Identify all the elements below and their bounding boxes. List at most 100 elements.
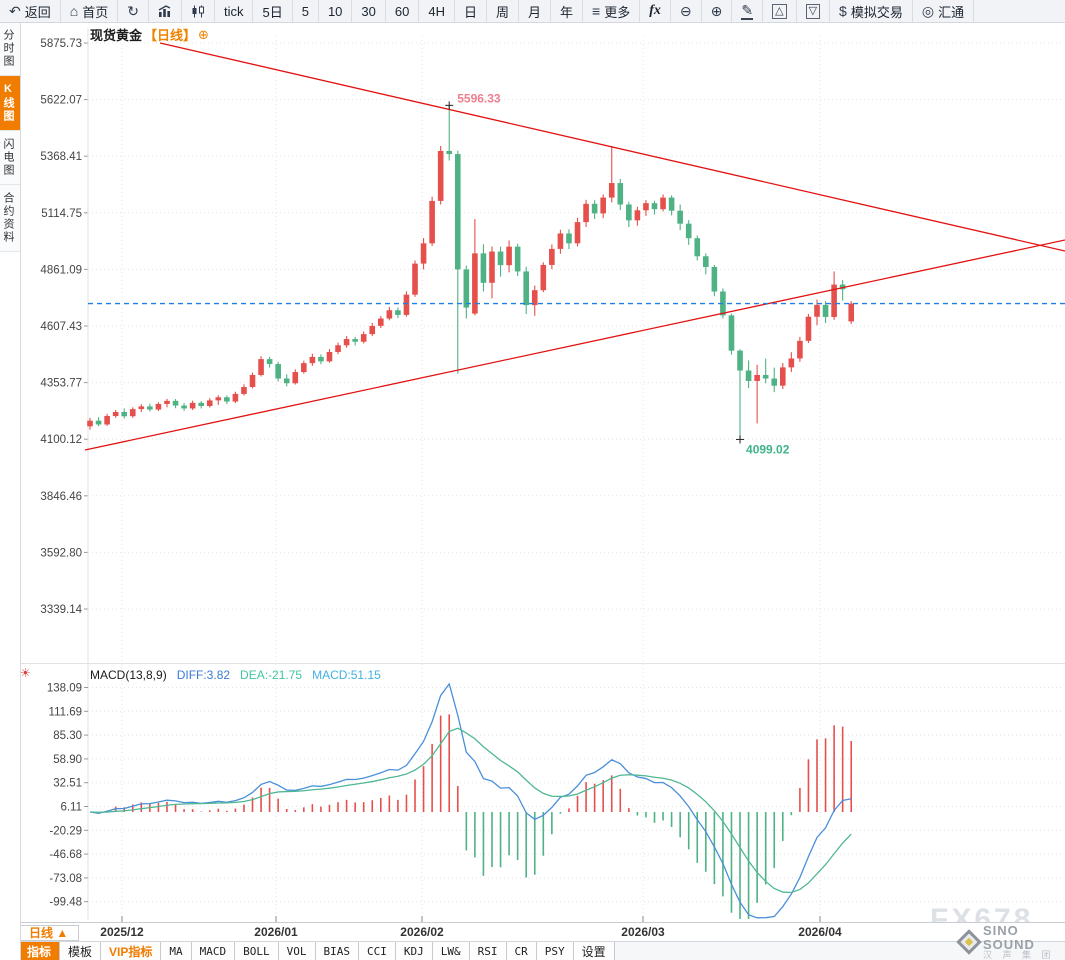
period-60m-button-label: 60 <box>394 3 410 19</box>
tab-bias[interactable]: BIAS <box>315 942 359 960</box>
tick-button-label: tick <box>223 3 244 19</box>
more-button-label: 更多 <box>604 4 631 20</box>
tab-lwr[interactable]: LW& <box>432 942 470 960</box>
add-indicator-icon[interactable]: ⊕ <box>198 26 209 42</box>
tab-boll[interactable]: BOLL <box>235 942 279 960</box>
period-4h-button[interactable]: 4H <box>419 0 455 22</box>
candle-body <box>583 203 589 223</box>
indicator-settings-icon[interactable]: ☀ <box>20 666 31 680</box>
zoom-in-button[interactable]: ⊕ <box>702 0 733 22</box>
candle-body <box>446 150 453 155</box>
candle-body <box>814 304 820 317</box>
chart-type-sidebar: 分时图 K线图 闪电图 合约资料 <box>0 22 21 960</box>
huitong-button[interactable]: ◎ 汇通 <box>913 0 975 22</box>
macd-axis-label: -73.08 <box>49 873 82 885</box>
period-60m-button[interactable]: 60 <box>386 0 420 22</box>
simulated-trading-button-label: 模拟交易 <box>850 4 903 20</box>
pattern-up-button[interactable]: △ <box>763 0 797 22</box>
refresh-button[interactable]: ↻ <box>118 0 149 22</box>
tab-template[interactable]: 模板 <box>60 942 102 960</box>
candle-body <box>651 203 658 210</box>
sidebar-tab-kline[interactable]: K线图 <box>0 76 20 131</box>
period-week-button[interactable]: 周 <box>487 0 519 22</box>
candle-body <box>206 400 213 406</box>
macd-dea-value: DEA:-21.75 <box>240 668 303 682</box>
macd-diff-value: DIFF:3.82 <box>176 668 231 682</box>
period-month-button-label: 月 <box>528 4 542 20</box>
home-button[interactable]: ⌂ 首页 <box>61 0 119 22</box>
candle-body <box>480 253 487 283</box>
candle-body <box>454 154 461 270</box>
period-day-button[interactable]: 日 <box>455 0 487 22</box>
candle-body <box>198 402 204 406</box>
period-year-button[interactable]: 年 <box>551 0 584 22</box>
macd-axis-label: -20.29 <box>49 825 82 837</box>
tab-rsi[interactable]: RSI <box>469 942 507 960</box>
zoom-out-button[interactable]: ⊖ <box>671 0 702 22</box>
tab-vol[interactable]: VOL <box>278 942 316 960</box>
candle-body <box>121 412 128 417</box>
candle-body <box>95 420 102 425</box>
tab-cr[interactable]: CR <box>506 942 537 960</box>
draw-pencil-button[interactable]: ✎ <box>732 0 764 22</box>
candle-body <box>378 318 384 326</box>
candle-body <box>608 183 615 198</box>
candle-body <box>668 197 675 211</box>
tab-settings[interactable]: 设置 <box>573 942 615 960</box>
period-10m-button[interactable]: 10 <box>319 0 353 22</box>
price-axis-label: 3846.46 <box>40 491 82 503</box>
candle-body <box>685 223 692 239</box>
candle-body <box>437 150 444 201</box>
formula-button[interactable]: fx <box>640 0 671 22</box>
low-price-label: 4099.02 <box>746 442 790 456</box>
macd-title: MACD(13,8,9) <box>90 668 167 682</box>
period-5m-button[interactable]: 5 <box>293 0 319 22</box>
candle-body <box>181 405 187 409</box>
sidebar-tab-lightning[interactable]: 闪电图 <box>0 131 20 185</box>
chart-type-candles-button[interactable] <box>182 0 215 22</box>
candle-body <box>779 367 786 386</box>
refresh-icon: ↻ <box>127 3 139 19</box>
menu-icon: ≡ <box>592 3 601 19</box>
sidebar-tab-contract-info[interactable]: 合约资料 <box>0 185 20 252</box>
period-month-button[interactable]: 月 <box>519 0 552 22</box>
trendline[interactable] <box>159 42 1065 252</box>
sidebar-tab-timeline[interactable]: 分时图 <box>0 22 20 76</box>
tab-vip-indicator[interactable]: VIP指标 <box>101 942 162 960</box>
price-axis-label: 5875.73 <box>40 38 82 50</box>
simulated-trading-button[interactable]: $ 模拟交易 <box>830 0 913 22</box>
candle-body <box>514 246 521 272</box>
candle-body <box>839 284 846 290</box>
candle-body <box>497 251 504 266</box>
candle-body <box>112 412 119 417</box>
diamond-logo-icon <box>956 929 982 956</box>
tick-button[interactable]: tick <box>215 0 254 22</box>
macd-axis-label: 32.51 <box>53 778 82 790</box>
tab-kdj[interactable]: KDJ <box>395 942 433 960</box>
trendline[interactable] <box>84 239 1065 451</box>
tab-ma[interactable]: MA <box>161 942 192 960</box>
zoom-in-icon: ⊕ <box>710 3 723 19</box>
candle-body <box>258 359 264 375</box>
macd-axis-label: 138.09 <box>47 683 82 695</box>
brand-name: SINO SOUND <box>983 923 1035 952</box>
huitong-button-label: 汇通 <box>938 4 965 20</box>
period-dropdown[interactable]: 日线 ▲ <box>18 925 80 941</box>
candle-body <box>531 290 538 306</box>
pattern-down-button[interactable]: ▽ <box>797 0 831 22</box>
back-button[interactable]: ↶ 返回 <box>0 0 61 22</box>
tab-psy[interactable]: PSY <box>536 942 574 960</box>
candle-body <box>360 334 367 342</box>
tab-indicator[interactable]: 指标 <box>19 942 61 960</box>
chart-title: 现货黄金 【日线】 ⊕ <box>90 25 209 44</box>
candle-body <box>412 263 418 295</box>
tab-macd[interactable]: MACD <box>191 942 236 960</box>
period-5d-button[interactable]: 5日 <box>253 0 293 22</box>
period-30m-button[interactable]: 30 <box>352 0 386 22</box>
more-button[interactable]: ≡ 更多 <box>583 0 641 22</box>
candle-body <box>138 406 145 410</box>
chart-type-bars-button[interactable] <box>149 0 182 22</box>
tab-cci[interactable]: CCI <box>359 942 396 960</box>
triangle-up-icon: △ <box>772 3 787 19</box>
